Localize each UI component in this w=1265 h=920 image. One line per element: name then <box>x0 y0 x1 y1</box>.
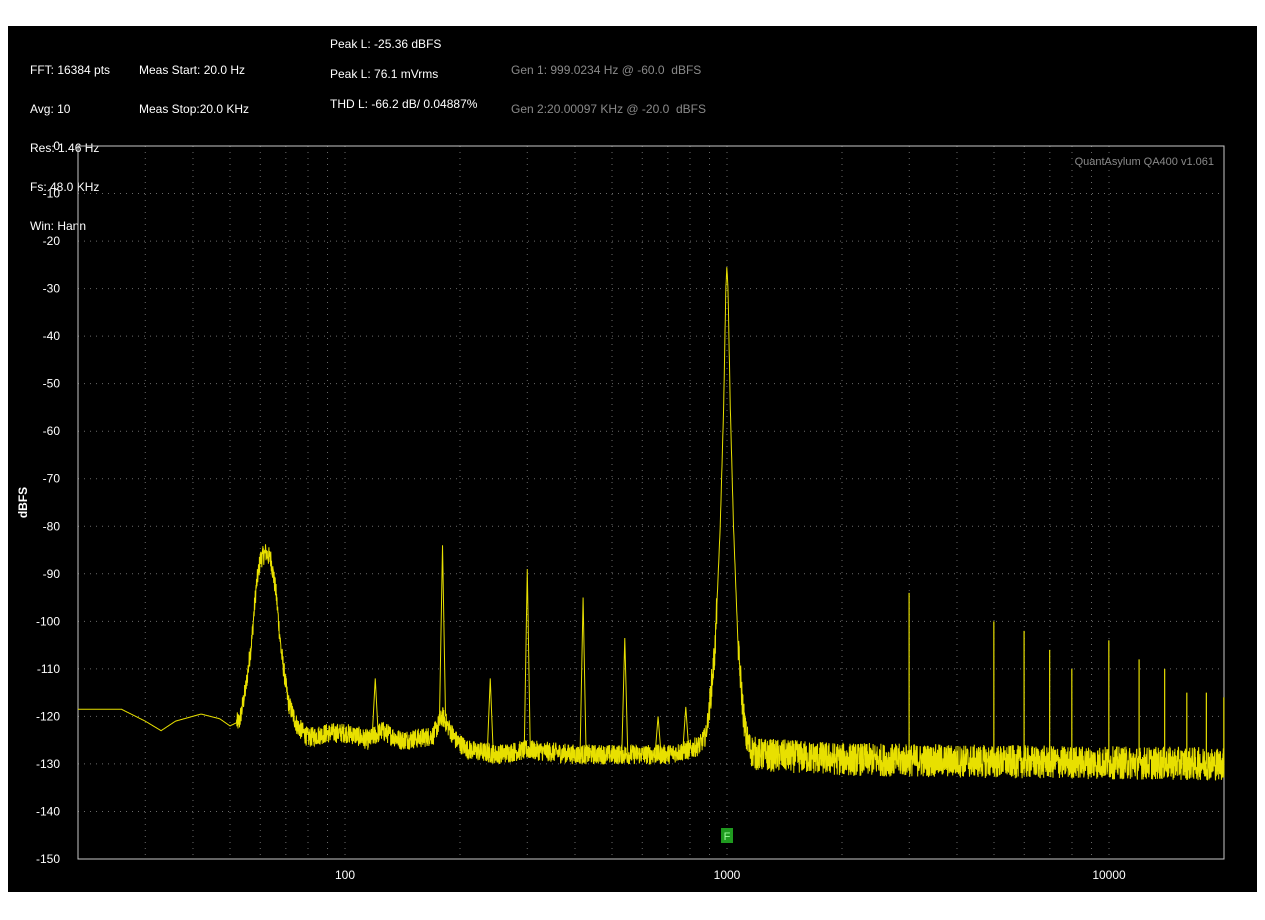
fft-averages: Avg: 10 <box>30 102 71 116</box>
peak-vrms-readout: Peak L: 76.1 mVrms <box>330 67 439 81</box>
y-tick-label: -130 <box>36 757 60 771</box>
generator-info: Gen 1: 999.0234 Hz @ -60.0 dBFS Gen 2:20… <box>511 38 706 142</box>
marker-label: F <box>724 831 731 843</box>
harmonic-peak <box>682 706 690 751</box>
y-tick-label: -100 <box>36 614 60 628</box>
harmonic-peak <box>621 637 629 755</box>
meas-start: Meas Start: 20.0 Hz <box>139 63 246 77</box>
harmonic-peak <box>439 545 447 717</box>
y-axis-label: dBFS <box>16 487 30 518</box>
harmonic-peak <box>371 678 379 736</box>
fundamental-marker[interactable]: F <box>721 828 734 843</box>
fft-window: Win: Hann <box>30 219 87 233</box>
y-tick-label: -30 <box>43 282 61 296</box>
harmonic-peak <box>486 678 494 754</box>
y-tick-label: -120 <box>36 709 60 723</box>
generator-1: Gen 1: 999.0234 Hz @ -60.0 dBFS <box>511 63 702 77</box>
fft-info: FFT: 16384 pts Avg: 10 Res: 1.46 Hz Fs: … <box>30 38 110 259</box>
x-tick-label: 1000 <box>714 868 741 882</box>
plot-border <box>77 145 1225 860</box>
y-tick-label: -50 <box>43 377 61 391</box>
x-axis-ticks: 100 1000 10000 <box>335 868 1126 882</box>
y-tick-label: -20 <box>43 234 61 248</box>
meas-stop: Meas Stop:20.0 KHz <box>139 102 250 116</box>
y-tick-label: -40 <box>43 329 61 343</box>
thd-readout: THD L: -66.2 dB/ 0.04887% <box>330 97 478 111</box>
harmonic-peak <box>654 716 662 755</box>
harmonic-peak <box>523 569 531 750</box>
y-tick-label: -110 <box>37 662 60 676</box>
fft-sample-rate: Fs: 48.0 KHz <box>30 180 100 194</box>
fft-points: FFT: 16384 pts <box>30 63 111 77</box>
marker-box <box>721 828 734 843</box>
x-tick-label: 10000 <box>1092 868 1126 882</box>
y-tick-label: -140 <box>36 804 60 818</box>
x-tick-label: 100 <box>335 868 355 882</box>
watermark: QuantAsylum QA400 v1.061 <box>1075 156 1214 168</box>
y-tick-label: -90 <box>43 567 61 581</box>
y-tick-label: -80 <box>43 519 61 533</box>
y-tick-label: -150 <box>36 852 60 866</box>
spectrum-line <box>78 267 1225 781</box>
y-axis-ticks: 0 -10 -20 -30 -40 -50 -60 -70 -80 -90 -100 -110 -120… <box>36 139 60 866</box>
y-tick-label: -70 <box>43 472 61 486</box>
y-tick-label: -10 <box>43 187 61 201</box>
analyzer-panel: FFT: 16384 pts Avg: 10 Res: 1.46 Hz Fs: … <box>8 26 1257 892</box>
peak-dbfs-readout: Peak L: -25.36 dBFS <box>330 37 442 51</box>
harmonic-peak <box>579 597 587 755</box>
y-tick-label: -60 <box>43 424 61 438</box>
y-tick-label: 0 <box>53 139 60 153</box>
spectrum-chart: 0 -10 -20 -30 -40 -50 -60 -70 -80 -90 -100 -110 -120… <box>16 139 1225 882</box>
fft-resolution: Res: 1.46 Hz <box>30 141 100 155</box>
meas-info: Meas Start: 20.0 Hz Meas Stop:20.0 KHz <box>139 38 249 142</box>
generator-2: Gen 2:20.00097 KHz @ -20.0 dBFS <box>511 102 706 116</box>
spectrum-traces <box>78 267 1225 781</box>
